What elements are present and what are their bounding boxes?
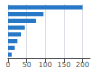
svg-text:50: 50 <box>22 61 31 69</box>
svg-text:200: 200 <box>76 61 89 69</box>
svg-text:0: 0 <box>6 61 10 69</box>
svg-text:150: 150 <box>57 61 70 69</box>
svg-text:100: 100 <box>39 61 52 69</box>
